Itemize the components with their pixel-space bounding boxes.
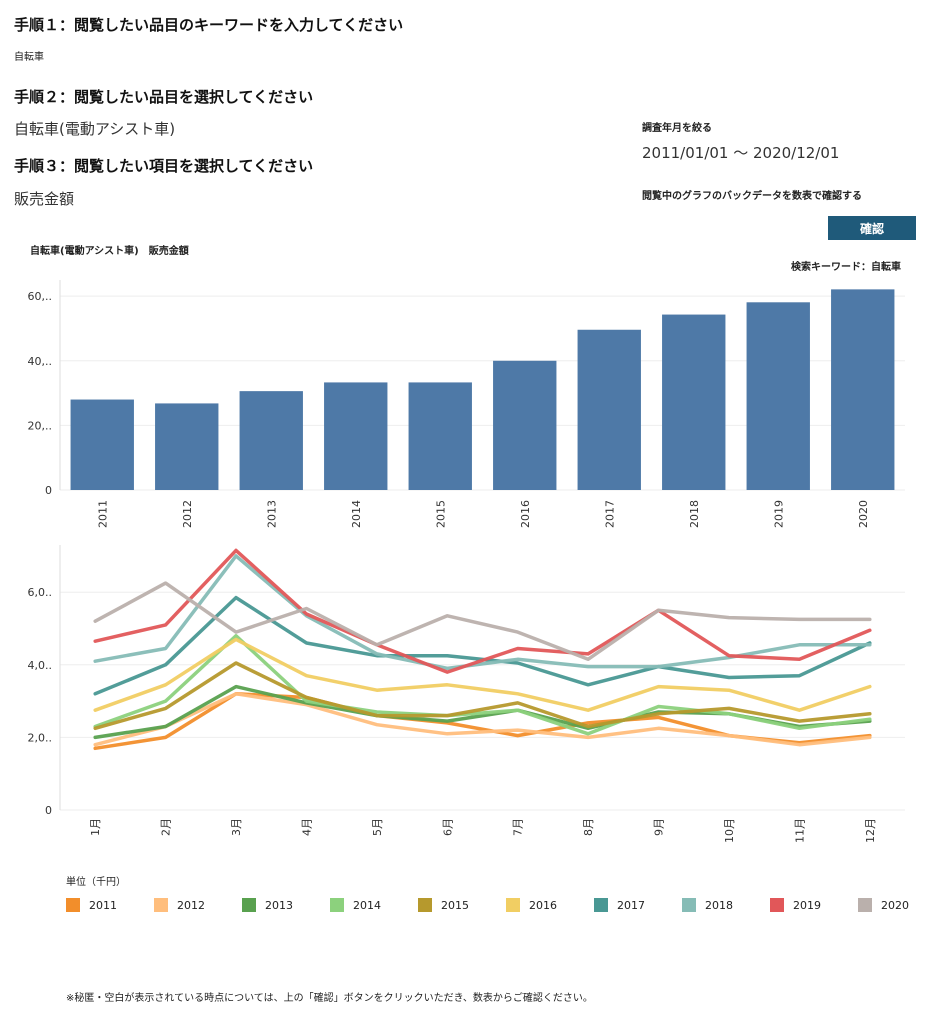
y-tick-label: 4,0.. — [28, 659, 53, 672]
x-tick-label: 2017 — [603, 500, 616, 528]
keyword-input[interactable]: 自転車 — [14, 52, 44, 63]
bar — [662, 314, 726, 490]
y-tick-label: 40,.. — [28, 355, 53, 368]
legend-label: 2011 — [89, 898, 117, 912]
legend-swatch — [682, 898, 696, 912]
legend-label: 2012 — [177, 898, 205, 912]
legend-item-2020[interactable]: 2020 — [858, 898, 931, 912]
legend-label: 2015 — [441, 898, 469, 912]
legend-item-2015[interactable]: 2015 — [418, 898, 506, 912]
x-tick-label: 12月 — [864, 818, 877, 843]
x-tick-label: 4月 — [300, 818, 313, 836]
footnote: ※秘匿・空白が表示されている時点については、上の「確認」ボタンをクリックいただき… — [66, 993, 593, 1004]
x-tick-label: 6月 — [441, 818, 454, 836]
period-label: 調査年月を絞る — [642, 123, 712, 134]
series-line-2015 — [93, 661, 872, 731]
search-keyword-label: 検索キーワード：自転車 — [791, 262, 901, 273]
legend-label: 2014 — [353, 898, 381, 912]
x-tick-label: 1月 — [89, 818, 102, 836]
x-tick-label: 5月 — [371, 818, 384, 836]
legend-swatch — [506, 898, 520, 912]
bar — [493, 360, 557, 490]
chart-title: 自転車(電動アシスト車) 販売金額 — [30, 246, 189, 257]
y-tick-label: 0 — [45, 484, 52, 497]
legend-item-2019[interactable]: 2019 — [770, 898, 858, 912]
x-tick-label: 2019 — [772, 500, 785, 528]
legend-item-2017[interactable]: 2017 — [594, 898, 682, 912]
legend-label: 2017 — [617, 898, 645, 912]
series-line-2020 — [93, 581, 872, 662]
annual-bar-chart: 0 20,.. 40,.. 60,.. 2011 2012 2013 2014 2015 2016… — [28, 280, 905, 528]
x-tick-label: 3月 — [230, 818, 243, 836]
bar — [831, 289, 895, 490]
series-line-2019 — [93, 548, 872, 674]
legend-label: 2018 — [705, 898, 733, 912]
item-select[interactable]: 自転車(電動アシスト車) — [14, 120, 176, 138]
unit-label: 単位（千円） — [66, 877, 126, 888]
legend-swatch — [594, 898, 608, 912]
step3-title: 手順３：閲覧したい項目を選択してください — [14, 157, 314, 175]
legend-item-2014[interactable]: 2014 — [330, 898, 418, 912]
bar — [408, 382, 472, 490]
x-tick-label: 2011 — [96, 500, 109, 528]
series-line-2014 — [93, 634, 872, 736]
legend-item-2011[interactable]: 2011 — [66, 898, 154, 912]
legend-label: 2016 — [529, 898, 557, 912]
legend-label: 2020 — [881, 898, 909, 912]
bar — [239, 391, 303, 490]
legend-swatch — [66, 898, 80, 912]
y-tick-label: 2,0.. — [28, 731, 53, 744]
legend-swatch — [418, 898, 432, 912]
bar — [70, 399, 134, 490]
x-tick-label: 2012 — [181, 500, 194, 528]
y-tick-label: 20,.. — [28, 419, 53, 432]
x-tick-label: 7月 — [512, 818, 525, 836]
x-tick-label: 9月 — [653, 818, 666, 836]
metric-select[interactable]: 販売金額 — [14, 190, 75, 208]
period-range-filter[interactable]: 2011/01/01 ～ 2020/12/01 — [642, 144, 840, 162]
x-tick-label: 8月 — [582, 818, 595, 836]
backdata-label: 閲覧中のグラフのバックデータを数表で確認する — [642, 191, 862, 202]
legend-swatch — [242, 898, 256, 912]
x-tick-label: 2020 — [857, 500, 870, 528]
legend-item-2013[interactable]: 2013 — [242, 898, 330, 912]
step1-title: 手順１：閲覧したい品目のキーワードを入力してください — [14, 16, 404, 34]
series-line-2012 — [93, 692, 872, 747]
series-line-2018 — [93, 554, 872, 671]
x-tick-label: 2016 — [519, 500, 532, 528]
y-tick-label: 0 — [45, 804, 52, 817]
bar — [577, 329, 641, 490]
x-tick-label: 2015 — [434, 500, 447, 528]
legend-label: 2019 — [793, 898, 821, 912]
y-tick-label: 6,0.. — [28, 586, 53, 599]
x-tick-label: 11月 — [793, 818, 806, 843]
legend-swatch — [858, 898, 872, 912]
monthly-line-chart: 0 2,0.. 4,0.. 6,0.. 1月 2月 3月 4月 5月 6月 7月 8月 9月 10月 11月… — [28, 545, 905, 843]
legend-item-2016[interactable]: 2016 — [506, 898, 594, 912]
series-line-2016 — [93, 637, 872, 712]
legend-swatch — [770, 898, 784, 912]
legend-swatch — [330, 898, 344, 912]
confirm-button[interactable]: 確認 — [828, 216, 916, 240]
bar — [746, 302, 810, 490]
legend-swatch — [154, 898, 168, 912]
legend-item-2018[interactable]: 2018 — [682, 898, 770, 912]
x-tick-label: 10月 — [723, 818, 736, 843]
chart-legend: 2011 2012 2013 2014 2015 2016 2017 2018 2019 2020 — [66, 898, 931, 912]
y-tick-label: 60,.. — [28, 290, 53, 303]
legend-item-2012[interactable]: 2012 — [154, 898, 242, 912]
x-tick-label: 2018 — [688, 500, 701, 528]
x-tick-label: 2月 — [160, 818, 173, 836]
legend-label: 2013 — [265, 898, 293, 912]
bar — [155, 403, 219, 490]
x-tick-label: 2013 — [265, 500, 278, 528]
bar — [324, 382, 388, 490]
x-tick-label: 2014 — [350, 500, 363, 528]
step2-title: 手順２：閲覧したい品目を選択してください — [14, 88, 314, 106]
